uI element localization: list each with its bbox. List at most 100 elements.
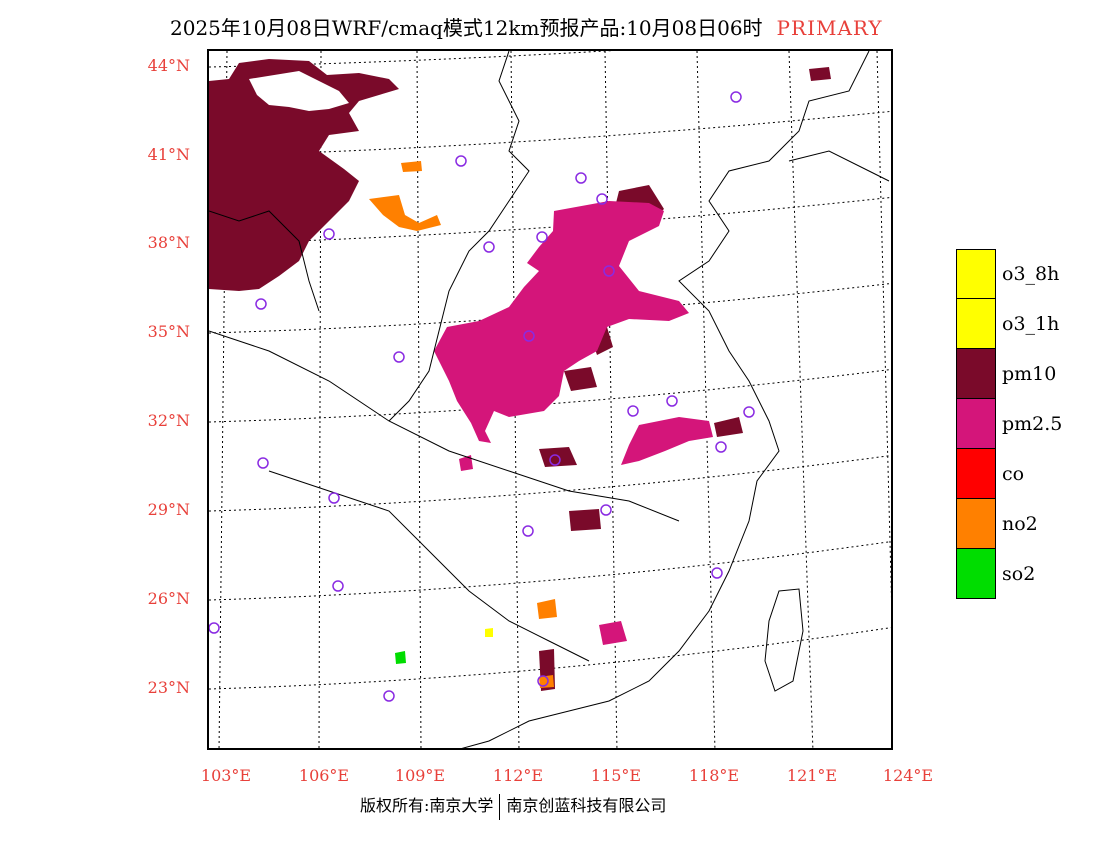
- no2-pearl-river: [539, 675, 554, 688]
- legend-label-o3-8h: o3_8h: [1002, 263, 1060, 285]
- lat-label-38: 38°N: [147, 233, 190, 252]
- clear-area-north: [249, 71, 349, 111]
- province-border-1: [388, 51, 530, 422]
- station-marker: [575, 172, 587, 184]
- lat-label-44: 44°N: [147, 56, 190, 75]
- station-marker: [549, 454, 561, 466]
- station-marker: [455, 155, 467, 167]
- taiwan: [764, 588, 804, 692]
- copyright-separator: [499, 793, 501, 820]
- border-west: [209, 210, 320, 312]
- station-marker: [715, 441, 727, 453]
- so2-guangxi: [395, 651, 406, 664]
- station-marker: [255, 298, 267, 310]
- station-marker: [328, 492, 340, 504]
- station-marker: [596, 193, 608, 205]
- station-marker: [257, 457, 269, 469]
- legend-swatch-no2: [956, 499, 996, 549]
- lon-label-112: 112°E: [492, 766, 544, 785]
- coastline: [461, 51, 870, 748]
- title-main: 2025年10月08日WRF/cmaq模式12km预报产品:10月08日06时: [170, 16, 763, 40]
- lon-line-121: [788, 51, 814, 748]
- lon-label-121: 121°E: [786, 766, 838, 785]
- no2-baotou: [401, 161, 422, 172]
- lat-label-29: 29°N: [147, 500, 190, 519]
- legend-swatch-pm10: [956, 349, 996, 399]
- province-border-3: [268, 470, 590, 662]
- lat-line-29: [209, 455, 891, 512]
- station-marker: [209, 622, 220, 634]
- station-markers: [209, 91, 755, 702]
- pm10-inner-mongolia: [209, 59, 399, 291]
- so2-regions: [395, 651, 406, 664]
- station-marker: [666, 395, 678, 407]
- lat-line-23: [209, 627, 891, 690]
- pm10-jiangxi: [569, 509, 601, 531]
- pm25-hunan: [459, 455, 473, 471]
- o3-patch: [485, 628, 493, 637]
- station-marker: [730, 91, 742, 103]
- lat-label-41: 41°N: [147, 145, 190, 164]
- lon-label-103: 103°E: [200, 766, 252, 785]
- province-border-2: [209, 330, 680, 522]
- map-frame: [207, 49, 893, 750]
- station-marker: [537, 675, 549, 687]
- lon-line-118: [696, 51, 716, 748]
- lon-line-115: [604, 51, 618, 748]
- station-marker: [523, 330, 535, 342]
- lon-line-124: [876, 51, 891, 599]
- lon-label-115: 115°E: [590, 766, 642, 785]
- legend-swatch-so2: [956, 549, 996, 599]
- lon-label-124: 124°E: [882, 766, 934, 785]
- no2-regions: [369, 161, 557, 688]
- pm10-wuhan: [539, 447, 577, 467]
- legend-swatch-pm25: [956, 399, 996, 449]
- lat-label-26: 26°N: [147, 589, 190, 608]
- station-marker: [522, 525, 534, 537]
- copyright-footer: 版权所有:南京大学 南京创蓝科技有限公司: [360, 792, 666, 820]
- legend-label-pm25: pm2.5: [1002, 413, 1063, 435]
- legend-swatch-o3-1h: [956, 299, 996, 349]
- legend-swatch-o3-8h: [956, 249, 996, 299]
- station-marker: [536, 231, 548, 243]
- pm10-northeast: [809, 67, 831, 81]
- pm25-yangtze: [621, 417, 713, 465]
- copyright-right: 南京创蓝科技有限公司: [506, 796, 667, 815]
- lat-label-32: 32°N: [147, 411, 190, 430]
- station-marker: [383, 690, 395, 702]
- legend-label-no2: no2: [1002, 513, 1038, 535]
- station-marker: [711, 567, 723, 579]
- o3-regions: [485, 628, 493, 637]
- title-tag: PRIMARY: [776, 16, 883, 40]
- map-title: 2025年10月08日WRF/cmaq模式12km预报产品:10月08日06时 P…: [170, 12, 883, 41]
- station-marker: [332, 580, 344, 592]
- lat-label-23: 23°N: [147, 678, 190, 697]
- pm25-regions: [434, 201, 713, 645]
- legend-label-pm10: pm10: [1002, 363, 1057, 385]
- lon-line-109: [416, 51, 422, 748]
- station-marker: [627, 405, 639, 417]
- station-marker: [393, 351, 405, 363]
- legend-label-o3-1h: o3_1h: [1002, 313, 1060, 335]
- station-marker: [483, 241, 495, 253]
- station-marker: [743, 406, 755, 418]
- pm25-north-china-plain: [434, 201, 689, 443]
- lon-label-106: 106°E: [298, 766, 350, 785]
- lat-line-26: [209, 541, 891, 601]
- map-canvas: [209, 51, 891, 748]
- lat-label-35: 35°N: [147, 322, 190, 341]
- pm10-shanghai: [714, 417, 743, 437]
- pm10-anhui: [564, 367, 597, 391]
- legend-label-so2: so2: [1002, 563, 1036, 585]
- station-marker: [603, 265, 615, 277]
- station-marker: [600, 504, 612, 516]
- boundaries: [209, 51, 890, 748]
- no2-hohhot: [369, 195, 441, 231]
- station-marker: [323, 228, 335, 240]
- lon-label-118: 118°E: [688, 766, 740, 785]
- lat-line-32: [209, 368, 891, 423]
- no2-guangzhou: [537, 599, 557, 619]
- border-northeast: [788, 150, 890, 182]
- copyright-left: 版权所有:南京大学: [360, 796, 494, 815]
- pm25-fujian: [599, 621, 627, 645]
